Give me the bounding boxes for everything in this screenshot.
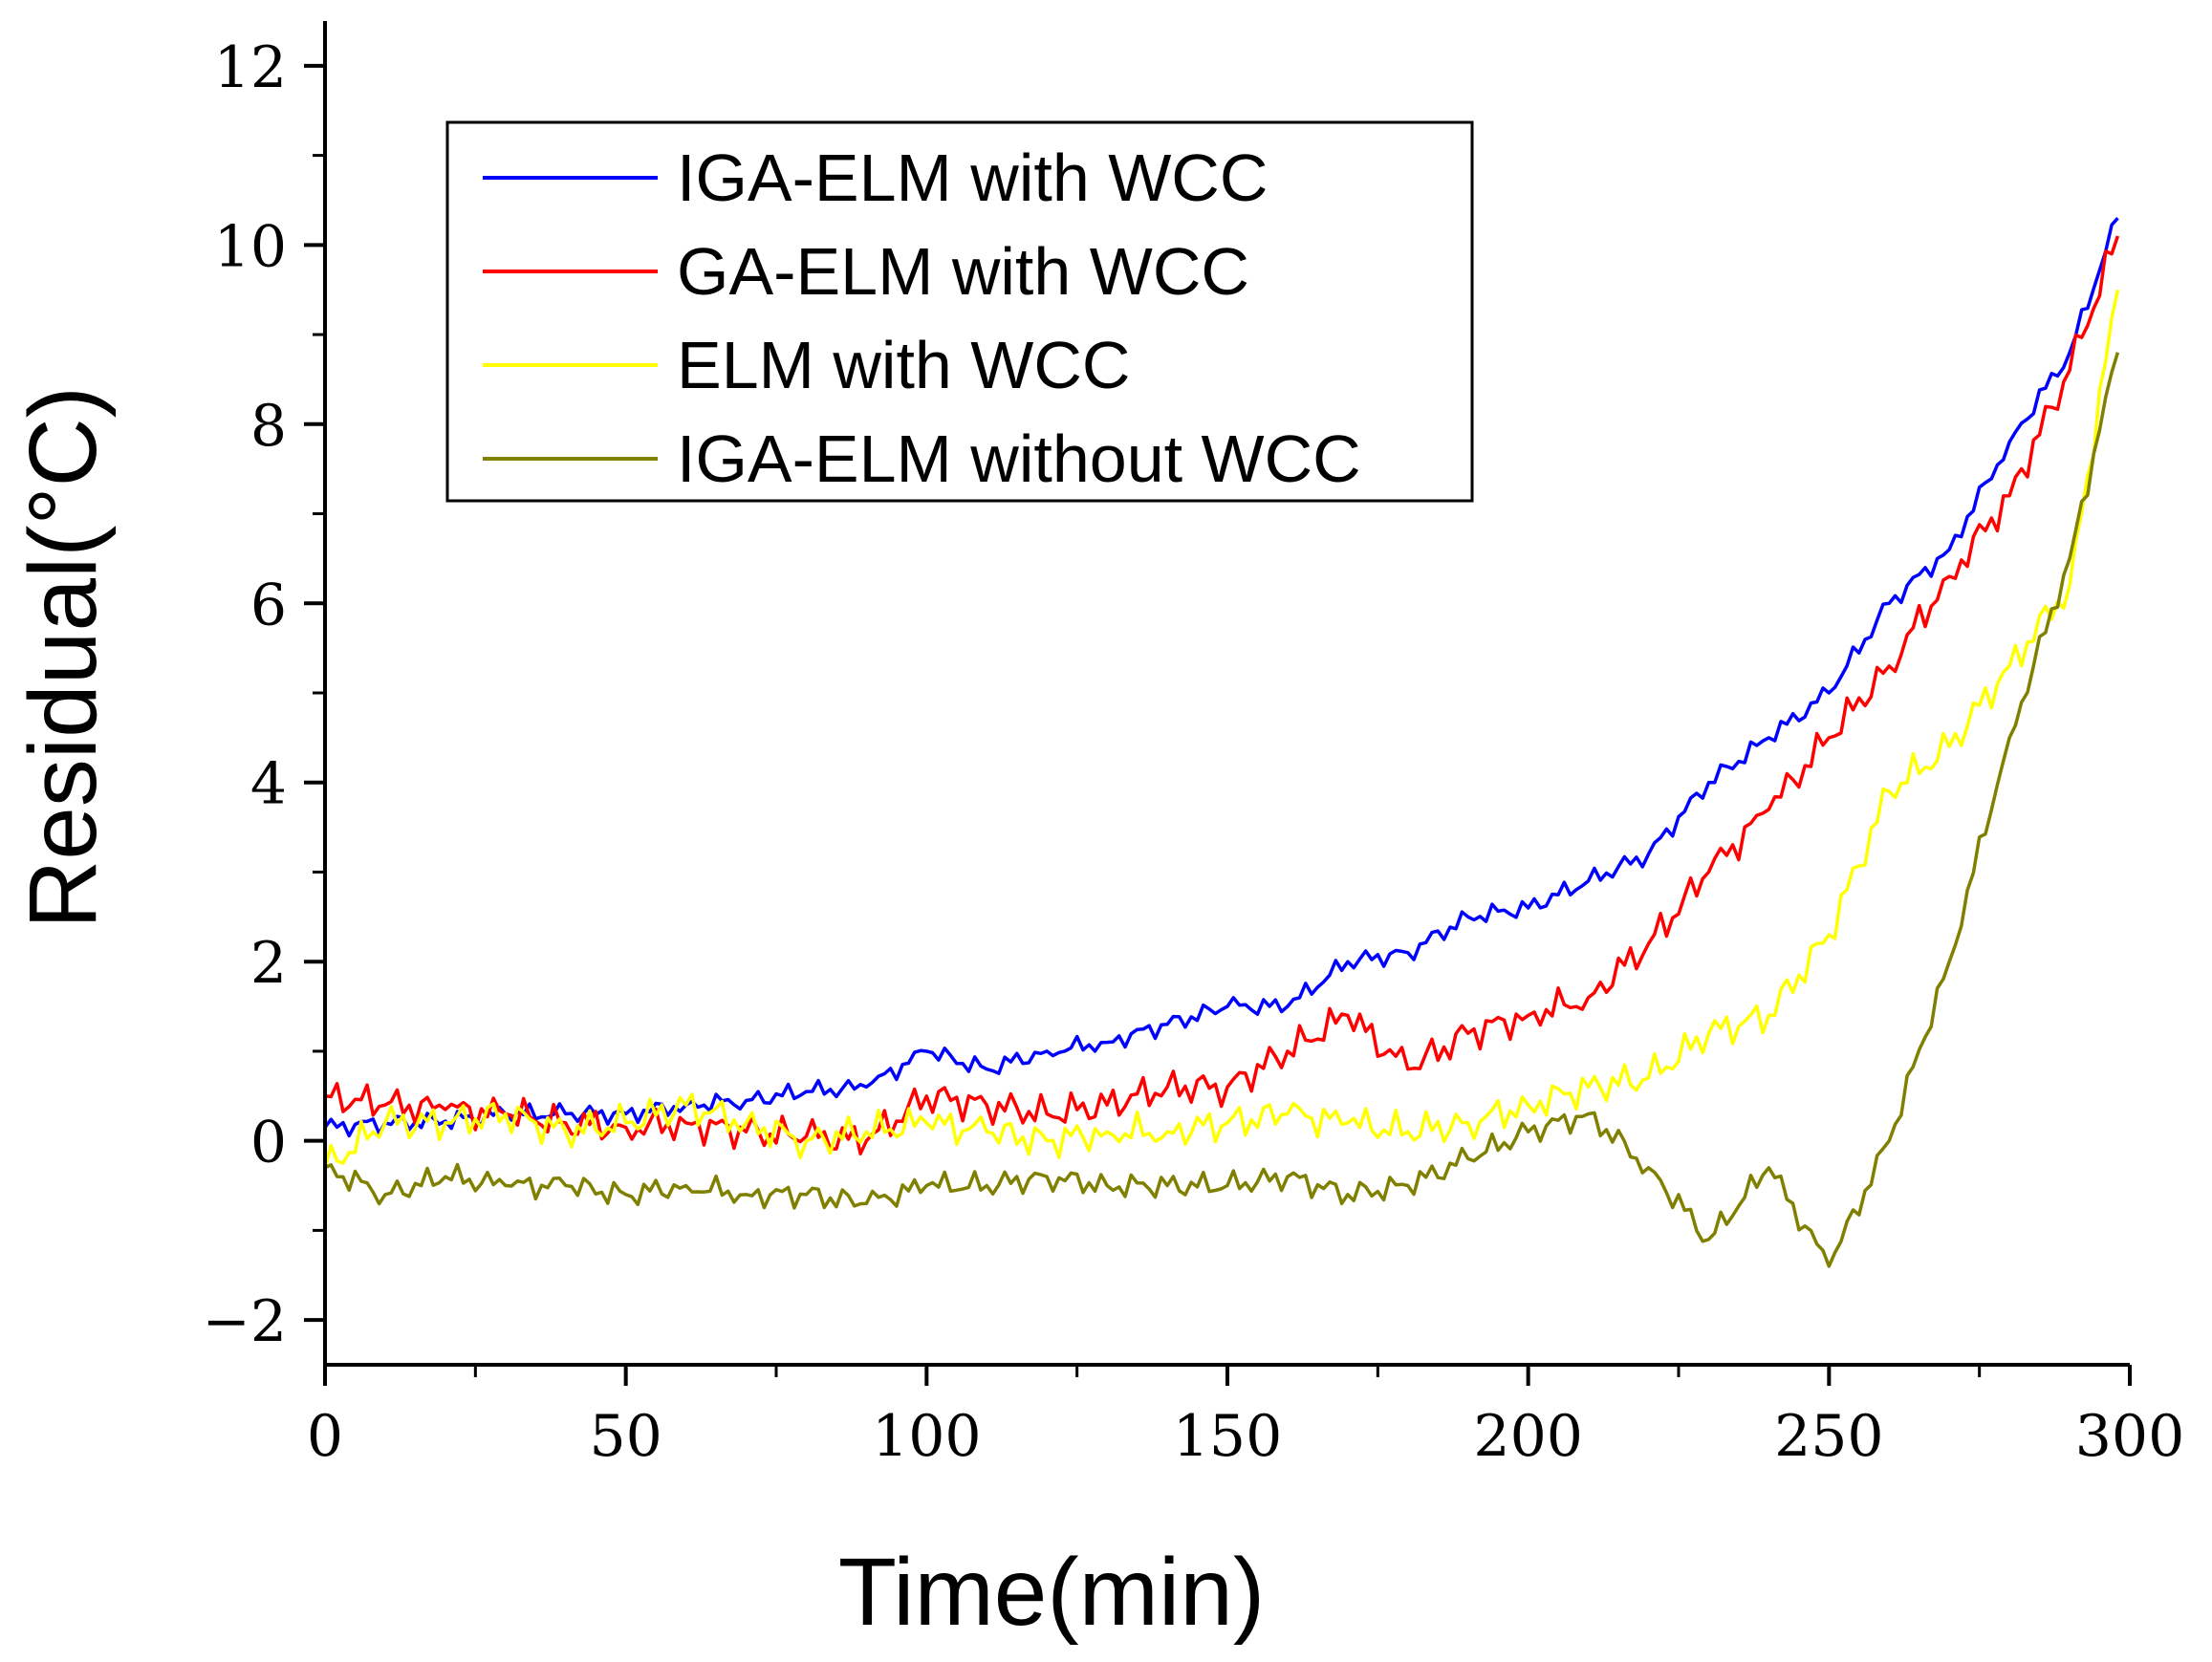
- x-tick-label: 150: [1173, 1403, 1283, 1470]
- x-axis-title: Time(min): [838, 1539, 1265, 1646]
- legend-box: [445, 120, 1474, 503]
- legend-label: GA-ELM with WCC: [677, 234, 1249, 309]
- y-tick-label: 10: [214, 213, 287, 280]
- series-line-3: [323, 289, 2120, 1169]
- legend-label: IGA-ELM without WCC: [677, 421, 1361, 496]
- x-tick-label: 300: [2075, 1403, 2185, 1470]
- ticks: 0 50 100 150 200 250 300 −2 0 2 4 6 8 10 12: [203, 34, 2185, 1470]
- legend-label: ELM with WCC: [677, 328, 1130, 402]
- y-axis-title: Residual(°C): [10, 386, 117, 929]
- y-tick-label: 2: [250, 930, 287, 997]
- x-tick-label: 200: [1473, 1403, 1583, 1470]
- y-tick-label: 6: [250, 572, 287, 638]
- plot-lines: [323, 217, 2120, 1268]
- series-line-4: [324, 352, 2120, 1268]
- y-tick-label: 12: [214, 34, 287, 101]
- legend-label: IGA-ELM with WCC: [677, 140, 1268, 215]
- y-tick-label: 0: [250, 1110, 287, 1176]
- y-tick-label: −2: [203, 1288, 287, 1355]
- legend: IGA-ELM with WCC GA-ELM with WCC ELM with …: [445, 120, 1474, 503]
- x-tick-label: 100: [872, 1403, 982, 1470]
- y-tick-label: 4: [250, 751, 287, 818]
- x-tick-label: 250: [1774, 1403, 1884, 1470]
- y-tick-label: 8: [250, 393, 287, 460]
- x-tick-label: 50: [589, 1403, 661, 1470]
- series-line-2: [324, 235, 2120, 1156]
- x-tick-label: 0: [307, 1403, 343, 1470]
